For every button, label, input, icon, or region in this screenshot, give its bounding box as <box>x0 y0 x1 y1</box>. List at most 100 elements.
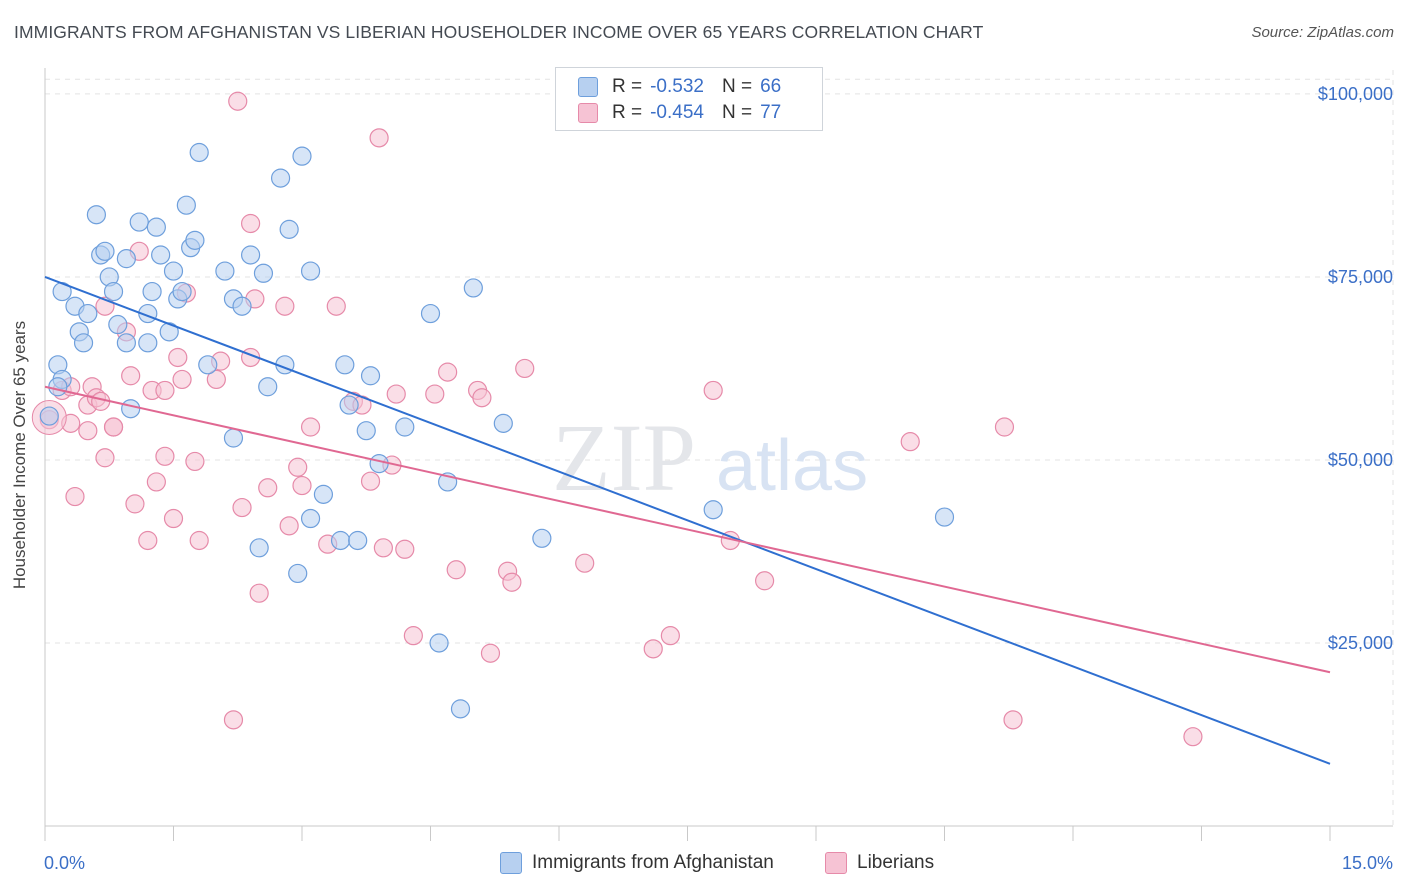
afghanistan-point <box>108 314 128 335</box>
n-value: 66 <box>760 76 782 97</box>
liberians-point <box>241 213 261 234</box>
liberians-point <box>703 380 723 401</box>
liberians-point <box>1003 710 1023 730</box>
liberians-point <box>1183 727 1203 747</box>
afghanistan-point <box>103 281 124 302</box>
legend-swatch-blue <box>500 852 522 874</box>
afghanistan-point <box>138 333 158 353</box>
x-tick-label-max: 15.0% <box>1342 853 1393 873</box>
y-axis-label: Householder Income Over 65 years <box>10 320 29 590</box>
liberians-point <box>425 384 445 404</box>
afghanistan-point <box>292 146 312 166</box>
liberians-point <box>95 448 115 468</box>
r-value: -0.532 <box>650 76 704 97</box>
x-tick-label-min: 0.0% <box>44 853 85 873</box>
liberians-point <box>279 516 299 536</box>
afghanistan-point <box>189 142 209 163</box>
afghanistan-point <box>279 219 299 239</box>
liberians-point <box>515 358 535 379</box>
y-tick-label: $100,000 <box>1318 84 1393 104</box>
afghanistan-point <box>48 377 68 397</box>
liberians-point <box>446 560 466 580</box>
liberians-point <box>155 446 175 466</box>
liberians-point <box>472 388 492 408</box>
liberians-point <box>326 296 346 316</box>
liberians-trend-line <box>44 385 1331 674</box>
n-value: 77 <box>760 102 782 123</box>
afghanistan-point <box>703 500 723 520</box>
liberians-point <box>395 539 415 559</box>
afghanistan-point <box>270 168 291 188</box>
liberians-point <box>575 553 595 573</box>
legend-label: Liberians <box>857 852 935 873</box>
liberians-point <box>103 417 124 437</box>
legend-swatch-blue <box>578 77 598 97</box>
liberians-point <box>189 530 209 551</box>
afghanistan-point <box>300 508 321 529</box>
afghanistan-point <box>232 296 252 316</box>
afghanistan-point <box>420 303 441 324</box>
liberians-point <box>125 494 145 514</box>
y-tick-label: $75,000 <box>1328 267 1393 287</box>
afghanistan-point <box>532 528 552 548</box>
liberians-point <box>373 538 393 558</box>
afghanistan-point <box>241 245 261 265</box>
liberians-point <box>900 432 920 452</box>
liberians-point <box>403 626 423 646</box>
n-label: N = <box>721 76 753 97</box>
afghanistan-point <box>253 263 274 283</box>
liberians-point <box>386 384 406 404</box>
n-label: N = <box>721 102 753 123</box>
liberians-point <box>223 710 244 730</box>
afghanistan-point <box>142 281 162 302</box>
watermark-zip: ZIP <box>552 404 696 511</box>
legend-item-liberians[interactable]: Liberians <box>825 852 934 874</box>
axes <box>44 68 1393 841</box>
legend-item-afghanistan[interactable]: Immigrants from Afghanistan <box>500 852 774 874</box>
liberians-point <box>288 457 308 477</box>
afghanistan-points <box>39 142 955 719</box>
afghanistan-point <box>348 530 368 551</box>
liberians-point <box>232 497 252 518</box>
watermark: ZIP atlas <box>552 404 868 511</box>
liberians-point <box>155 380 175 401</box>
liberians-point <box>660 626 680 646</box>
afghanistan-point <box>185 230 205 250</box>
afghanistan-point <box>151 245 171 265</box>
afghanistan-point <box>395 417 415 437</box>
legend-swatch-pink <box>578 103 598 123</box>
liberians-point <box>300 417 321 437</box>
liberians-point <box>994 417 1015 437</box>
afghanistan-point <box>215 261 235 281</box>
afghanistan-point <box>86 205 107 225</box>
liberians-point <box>121 366 141 386</box>
liberians-point <box>206 369 226 390</box>
afghanistan-point <box>360 366 381 386</box>
afghanistan-point <box>176 195 196 215</box>
series-legend: Immigrants from Afghanistan Liberians <box>0 852 1406 878</box>
afghanistan-point <box>249 538 269 558</box>
source-credit: Source: ZipAtlas.com <box>1251 24 1394 41</box>
afghanistan-point <box>300 261 321 281</box>
afghanistan-point <box>288 563 308 584</box>
liberians-point <box>78 421 98 441</box>
liberians-point <box>502 572 522 592</box>
afghanistan-point <box>159 322 179 342</box>
liberians-point <box>292 475 312 496</box>
trend-lines <box>44 276 1331 765</box>
liberians-point <box>258 478 278 498</box>
watermark-atlas: atlas <box>716 426 868 506</box>
afghanistan-point <box>146 217 166 237</box>
afghanistan-point <box>450 699 471 719</box>
afghanistan-point <box>95 241 115 261</box>
afghanistan-point <box>369 454 389 474</box>
afghanistan-point <box>463 278 483 298</box>
legend-row-liberians: R = -0.454 N = 77 <box>578 101 799 125</box>
r-label: R = <box>612 102 643 123</box>
afghanistan-trend-line <box>44 276 1331 765</box>
liberians-point <box>438 362 458 382</box>
liberians-point <box>480 643 501 663</box>
correlation-legend: R = -0.532 N = 66 R = -0.454 N = 77 <box>555 67 823 131</box>
liberians-point <box>228 91 248 111</box>
